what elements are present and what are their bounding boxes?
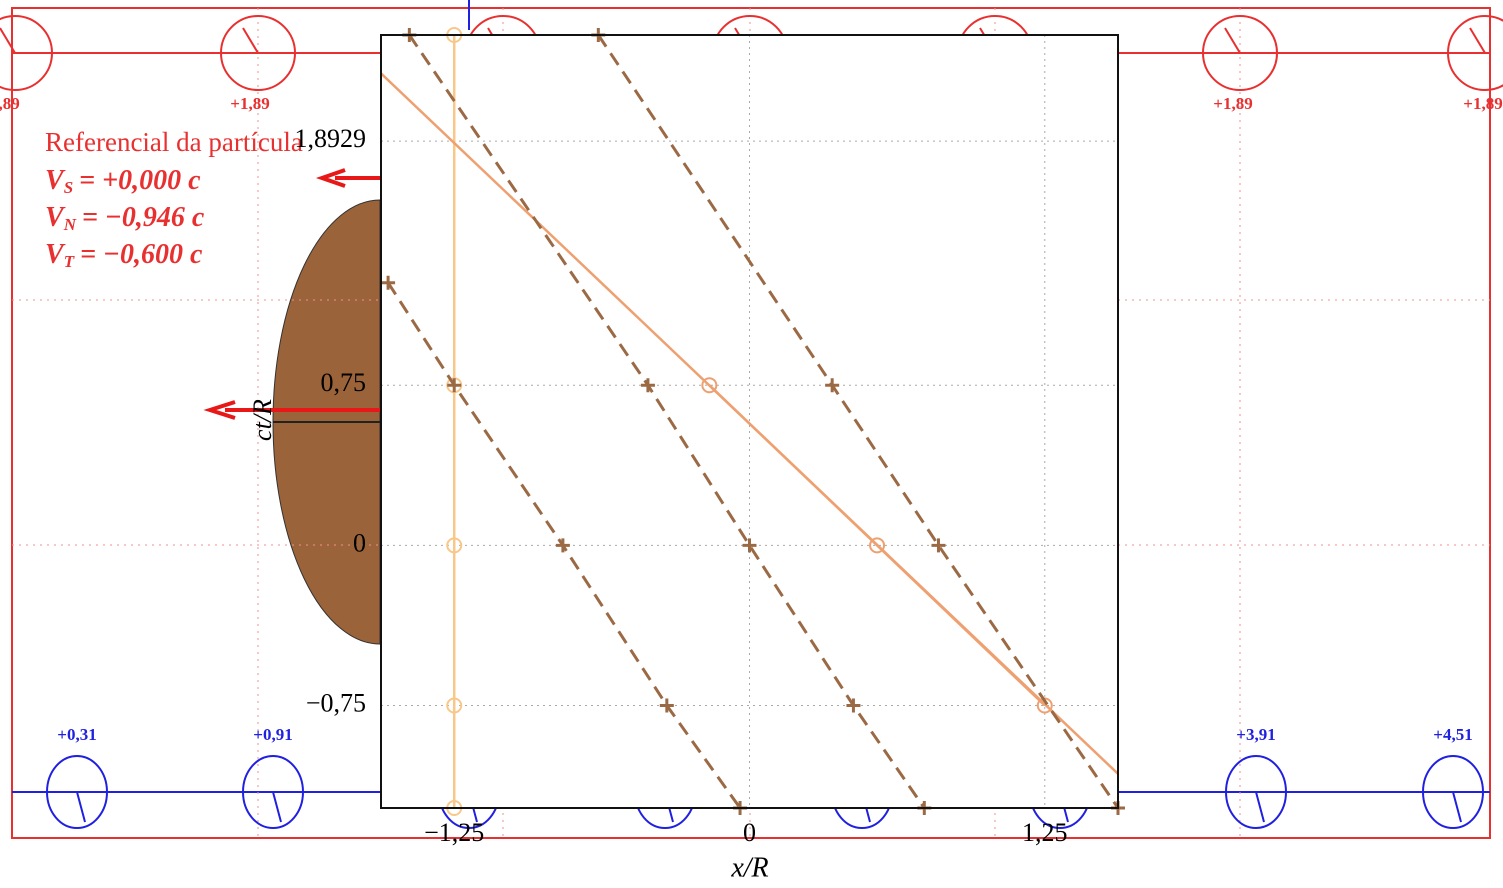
page: Referencial da partícula +1,89 +1,89 +1,89… [0, 0, 1503, 888]
velocity-subscript: S [64, 178, 73, 197]
clock-hand [1256, 792, 1264, 822]
x-tick-label: 1,25 [1022, 818, 1068, 847]
y-axis-label: ct/R [248, 399, 277, 441]
y-tick-label: −0,75 [306, 688, 366, 717]
clock-hand [273, 792, 281, 822]
clock-label: +3,91 [1236, 725, 1275, 744]
clock-hand [1470, 28, 1485, 53]
y-tick-label: 1,8929 [295, 124, 367, 153]
x-tick-label: −1,25 [424, 818, 484, 847]
clock-hand [1453, 792, 1461, 822]
velocity: VT= −0,600 c [45, 239, 203, 270]
velocity-subscript: T [64, 252, 75, 271]
x-axis-label: x/R [730, 852, 768, 883]
velocity-subscript: N [63, 215, 77, 234]
velocity-value: = +0,000 c [79, 165, 201, 196]
y-tick-label: 0 [353, 528, 366, 557]
y-tick-label: 0,75 [321, 368, 367, 397]
clock-label: +4,51 [1433, 725, 1472, 744]
clock-label: +1,89 [230, 94, 269, 113]
clock-hand [243, 28, 258, 53]
arrow [322, 170, 380, 186]
clock-label: +1,89 [1213, 94, 1252, 113]
velocity-value: = −0,600 c [80, 239, 203, 270]
velocity: VS= +0,000 c [45, 165, 201, 196]
x-tick-label: 0 [743, 818, 756, 847]
frame-title: Referencial da partícula [45, 127, 303, 157]
clock-label: +1,89 [1463, 94, 1502, 113]
clock-label: +0,91 [253, 725, 292, 744]
clock-label: +1,89 [0, 94, 20, 113]
velocity: VN= −0,946 c [45, 202, 205, 233]
clock-label: +0,31 [57, 725, 96, 744]
velocity-value: = −0,946 c [82, 202, 205, 233]
clock-hand [1225, 28, 1240, 53]
clock-hand [77, 792, 85, 822]
